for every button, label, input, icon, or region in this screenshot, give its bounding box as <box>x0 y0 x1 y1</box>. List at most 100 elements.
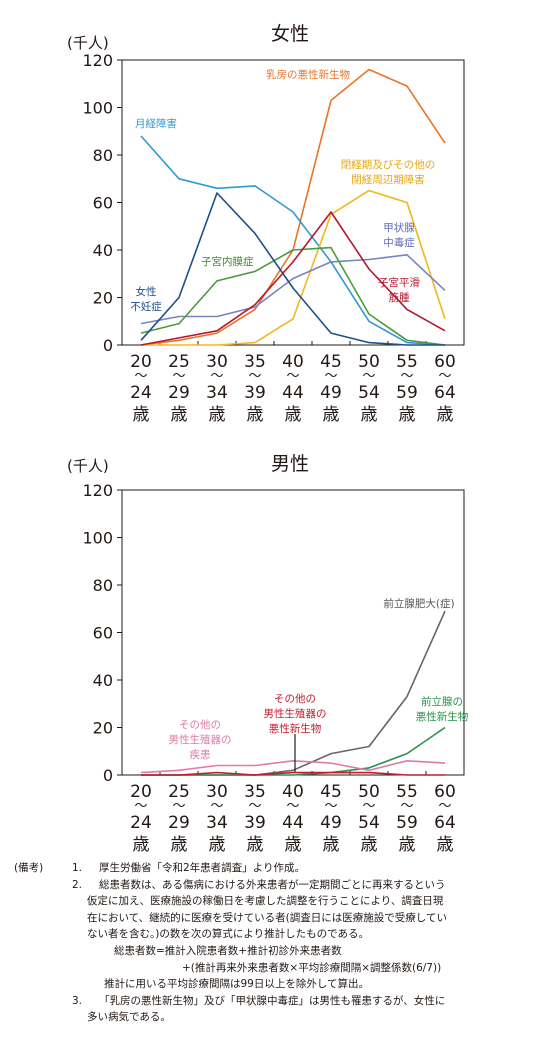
x-tick-label: 49 <box>320 383 342 403</box>
note-line: 1. 厚生労働省「令和2年患者調査」より作成。 <box>14 860 554 877</box>
x-tick-label: 歳 <box>437 835 454 855</box>
note-line: 総患者数=推計入院患者数+推計初診外来患者数 <box>14 943 554 960</box>
series-label: 悪性新生物 <box>269 722 322 735</box>
x-tick-label: 〜 <box>210 799 223 814</box>
x-tick-label: 歳 <box>285 405 302 425</box>
x-tick-label: 〜 <box>210 369 223 384</box>
x-tick-label: 歳 <box>133 835 150 855</box>
x-tick-label: 〜 <box>248 369 261 384</box>
series-label: 子宮平滑 <box>378 276 420 289</box>
x-tick-label: 歳 <box>323 405 340 425</box>
x-tick-label: 〜 <box>324 799 337 814</box>
series-label: 悪性新生物 <box>416 710 469 723</box>
x-tick-label: 〜 <box>400 369 413 384</box>
x-tick-label: 35 <box>244 782 266 802</box>
x-tick-label: 44 <box>282 383 304 403</box>
note-line: 2. 総患者数は、ある傷病における外来患者が一定期間ごとに再来するという <box>14 877 554 894</box>
note-line: 多い病気である。 <box>14 1009 554 1026</box>
note-text: 「乳房の悪性新生物」及び「甲状腺中毒症」は男性も罹患するが、女性に <box>99 994 446 1007</box>
chart-title: 女性 <box>271 23 309 45</box>
y-tick-label: 20 <box>93 719 113 738</box>
note-text: +(推計再来外来患者数×平均診療間隔×調整係数(6/7)) <box>182 961 442 974</box>
x-tick-label: 歳 <box>399 835 416 855</box>
x-tick-label: 〜 <box>324 369 337 384</box>
x-tick-label: 歳 <box>247 835 264 855</box>
series-line <box>141 771 445 776</box>
plot-frame <box>121 59 465 346</box>
series-label: 疾患 <box>190 748 211 761</box>
x-tick-label: 60 <box>434 782 456 802</box>
y-tick-label: 100 <box>82 529 113 548</box>
x-tick-label: 39 <box>244 383 266 403</box>
y-tick-label: 20 <box>93 289 113 308</box>
notes: (備考) 1. 厚生労働省「令和2年患者調査」より作成。 2. 総患者数は、ある傷病にお… <box>14 860 554 1026</box>
series-label: 男性生殖器の <box>169 733 232 746</box>
x-tick-label: 30 <box>206 782 228 802</box>
unit-label: (千人) <box>67 34 109 52</box>
y-tick-label: 120 <box>82 481 113 500</box>
series-line <box>140 135 446 346</box>
series-line <box>140 192 445 346</box>
note-line: 仮定に加え、医療施設の稼働日を考慮した調整を行うことにより、調査日現 <box>14 893 554 910</box>
x-tick-label: 歳 <box>171 405 188 425</box>
x-tick-label: 55 <box>396 782 418 802</box>
x-tick-label: 〜 <box>248 799 261 814</box>
series-label: 甲状腺 <box>383 221 415 234</box>
x-tick-label: 〜 <box>172 369 185 384</box>
series-line <box>141 189 446 346</box>
x-tick-label: 〜 <box>438 369 451 384</box>
x-tick-label: 34 <box>206 813 228 833</box>
x-tick-label: 歳 <box>361 835 378 855</box>
x-tick-label: 24 <box>130 383 152 403</box>
note-text: ない者を含む。)の数を次の算式により推計したものである。 <box>87 928 370 941</box>
chart-female: 女性(千人)02040608010012020〜24歳25〜29歳30〜34歳3… <box>67 23 465 425</box>
x-tick-label: 〜 <box>362 799 375 814</box>
x-tick-label: 34 <box>206 383 228 403</box>
x-tick-label: 44 <box>282 813 304 833</box>
x-tick-label: 〜 <box>172 799 185 814</box>
series-label: 閉経期及びその他の <box>341 158 436 171</box>
series-label: 不妊症 <box>130 300 162 313</box>
x-tick-label: 〜 <box>134 369 147 384</box>
x-tick-label: 45 <box>320 352 342 372</box>
x-tick-label: 39 <box>244 813 266 833</box>
note-text: 推計に用いる平均診療間隔は99日以上を除外して算出。 <box>104 978 370 991</box>
x-tick-label: 20 <box>130 782 152 802</box>
x-tick-label: 29 <box>168 383 190 403</box>
x-tick-label: 40 <box>282 352 304 372</box>
x-tick-label: 54 <box>358 383 380 403</box>
x-tick-label: 〜 <box>134 799 147 814</box>
series-label: 月経障害 <box>135 117 177 130</box>
x-tick-label: 50 <box>358 782 380 802</box>
x-tick-label: 歳 <box>437 405 454 425</box>
x-tick-label: 20 <box>130 352 152 372</box>
x-tick-label: 〜 <box>286 369 299 384</box>
chart-male: 男性(千人)02040608010012020〜24歳25〜29歳30〜34歳3… <box>67 453 468 855</box>
note-line: ない者を含む。)の数を次の算式により推計したものである。 <box>14 926 554 943</box>
unit-label: (千人) <box>67 457 109 475</box>
x-tick-label: 歳 <box>285 835 302 855</box>
x-tick-label: 〜 <box>362 369 375 384</box>
y-tick-label: 80 <box>93 146 113 165</box>
note-text: 総患者数=推計入院患者数+推計初診外来患者数 <box>114 944 342 957</box>
x-tick-label: 59 <box>396 813 418 833</box>
series-label: 男性生殖器の <box>264 707 327 720</box>
note-text: 仮定に加え、医療施設の稼働日を考慮した調整を行うことにより、調査日現 <box>87 895 444 908</box>
x-tick-label: 59 <box>396 383 418 403</box>
series-label: 子宮内膜症 <box>201 255 254 268</box>
x-tick-label: 〜 <box>286 799 299 814</box>
x-tick-label: 40 <box>282 782 304 802</box>
series-label: 閉経周辺期障害 <box>351 173 425 186</box>
x-tick-label: 60 <box>434 352 456 372</box>
y-tick-label: 0 <box>103 766 113 785</box>
y-tick-label: 60 <box>93 194 113 213</box>
note-text: 在において、継続的に医療を受けている者(調査日には医療施設で受療してい <box>87 911 447 924</box>
x-tick-label: 歳 <box>209 405 226 425</box>
note-text: 厚生労働省「令和2年患者調査」より作成。 <box>99 862 305 874</box>
x-tick-label: 29 <box>168 813 190 833</box>
x-tick-label: 54 <box>358 813 380 833</box>
series-label: 前立腺の <box>421 695 463 708</box>
x-tick-label: 25 <box>168 782 190 802</box>
x-tick-label: 64 <box>434 813 456 833</box>
x-tick-label: 35 <box>244 352 266 372</box>
